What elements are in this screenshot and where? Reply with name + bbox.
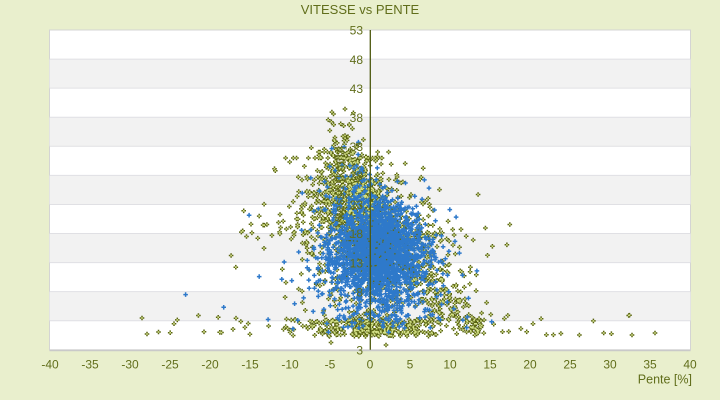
svg-text:38: 38 bbox=[350, 111, 364, 125]
svg-text:-40: -40 bbox=[41, 358, 59, 372]
svg-text:30: 30 bbox=[603, 358, 617, 372]
svg-text:28: 28 bbox=[350, 169, 364, 183]
svg-text:-35: -35 bbox=[81, 358, 99, 372]
svg-text:Vitesse [km/h]: Vitesse [km/h] bbox=[332, 146, 347, 227]
svg-text:3: 3 bbox=[356, 314, 363, 328]
svg-text:8: 8 bbox=[356, 285, 363, 299]
svg-text:0: 0 bbox=[367, 358, 374, 372]
svg-text:-30: -30 bbox=[121, 358, 139, 372]
svg-text:33: 33 bbox=[350, 140, 364, 154]
svg-text:48: 48 bbox=[350, 53, 364, 67]
svg-text:18: 18 bbox=[350, 227, 364, 241]
svg-text:-25: -25 bbox=[161, 358, 179, 372]
svg-text:-5: -5 bbox=[325, 358, 336, 372]
svg-text:13: 13 bbox=[350, 256, 364, 270]
svg-text:15: 15 bbox=[483, 358, 497, 372]
svg-text:53: 53 bbox=[350, 24, 364, 38]
svg-text:5: 5 bbox=[407, 358, 414, 372]
svg-text:-15: -15 bbox=[241, 358, 259, 372]
svg-text:10: 10 bbox=[443, 358, 457, 372]
svg-text:-20: -20 bbox=[201, 358, 219, 372]
svg-text:23: 23 bbox=[350, 198, 364, 212]
svg-text:Pente [%]: Pente [%] bbox=[638, 373, 692, 387]
svg-text:-10: -10 bbox=[281, 358, 299, 372]
svg-text:43: 43 bbox=[350, 82, 364, 96]
svg-text:35: 35 bbox=[643, 358, 657, 372]
svg-text:20: 20 bbox=[523, 358, 537, 372]
svg-text:25: 25 bbox=[563, 358, 577, 372]
svg-text:VITESSE vs PENTE: VITESSE vs PENTE bbox=[301, 2, 420, 17]
svg-text:40: 40 bbox=[683, 358, 697, 372]
svg-text:3: 3 bbox=[356, 344, 363, 358]
